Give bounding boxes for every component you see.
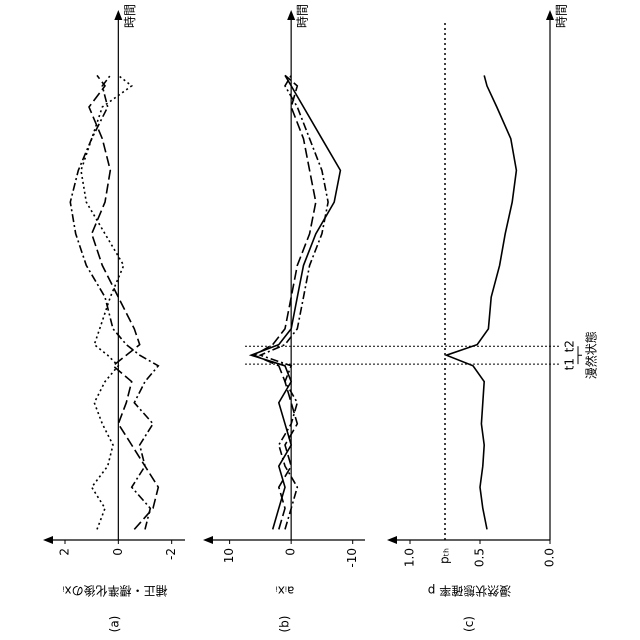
series-line <box>251 75 340 529</box>
y-axis-arrow <box>387 536 397 544</box>
y-tick-label: 2 <box>58 548 72 556</box>
panel-label: (a) <box>108 616 122 633</box>
figure: 時間 2 0 -2 (a) 補正・標準化後のxᵢ 時間 10 0 -10 (b) aᵢxᵢ 時間 1.0 0… <box>0 0 640 640</box>
threshold-label: pₜₕ <box>438 548 452 564</box>
series-line <box>81 75 132 529</box>
x-axis-label: 時間 <box>555 4 569 28</box>
y-axis-label: aᵢxᵢ <box>276 584 295 598</box>
x-axis-label: 時間 <box>123 4 137 28</box>
markers-label: 漫然状態 <box>584 331 599 379</box>
y-tick-label: 0 <box>284 548 298 556</box>
x-axis-arrow <box>287 10 295 20</box>
y-axis-label: 漫然状態確率 p <box>428 584 511 599</box>
y-tick-label: 0 <box>111 548 125 556</box>
series-line <box>260 75 328 529</box>
y-axis-label: 補正・標準化後のxᵢ <box>62 584 167 599</box>
marker-bracket <box>578 346 582 364</box>
series-line <box>70 75 158 529</box>
y-axis-arrow <box>203 536 213 544</box>
series-line <box>446 75 516 529</box>
x-axis-label: 時間 <box>296 4 310 28</box>
y-tick-label: 0.0 <box>543 548 557 567</box>
y-tick-label: 1.0 <box>403 548 417 567</box>
x-axis-arrow <box>546 10 554 20</box>
rotated-figure: 時間 2 0 -2 (a) 補正・標準化後のxᵢ 時間 10 0 -10 (b) aᵢxᵢ 時間 1.0 0… <box>43 4 599 633</box>
panel-label: (c) <box>462 616 476 632</box>
marker-label: t1 <box>563 358 577 370</box>
x-axis-arrow <box>114 10 122 20</box>
y-tick-label: 10 <box>222 548 236 563</box>
y-axis-arrow <box>43 536 53 544</box>
series-line <box>89 75 158 529</box>
y-tick-label: -2 <box>164 548 178 560</box>
panel-label: (b) <box>278 616 292 633</box>
marker-label: t2 <box>563 340 577 352</box>
y-tick-label: -10 <box>345 548 359 568</box>
series-line <box>254 75 316 529</box>
y-tick-label: 0.5 <box>473 548 487 567</box>
